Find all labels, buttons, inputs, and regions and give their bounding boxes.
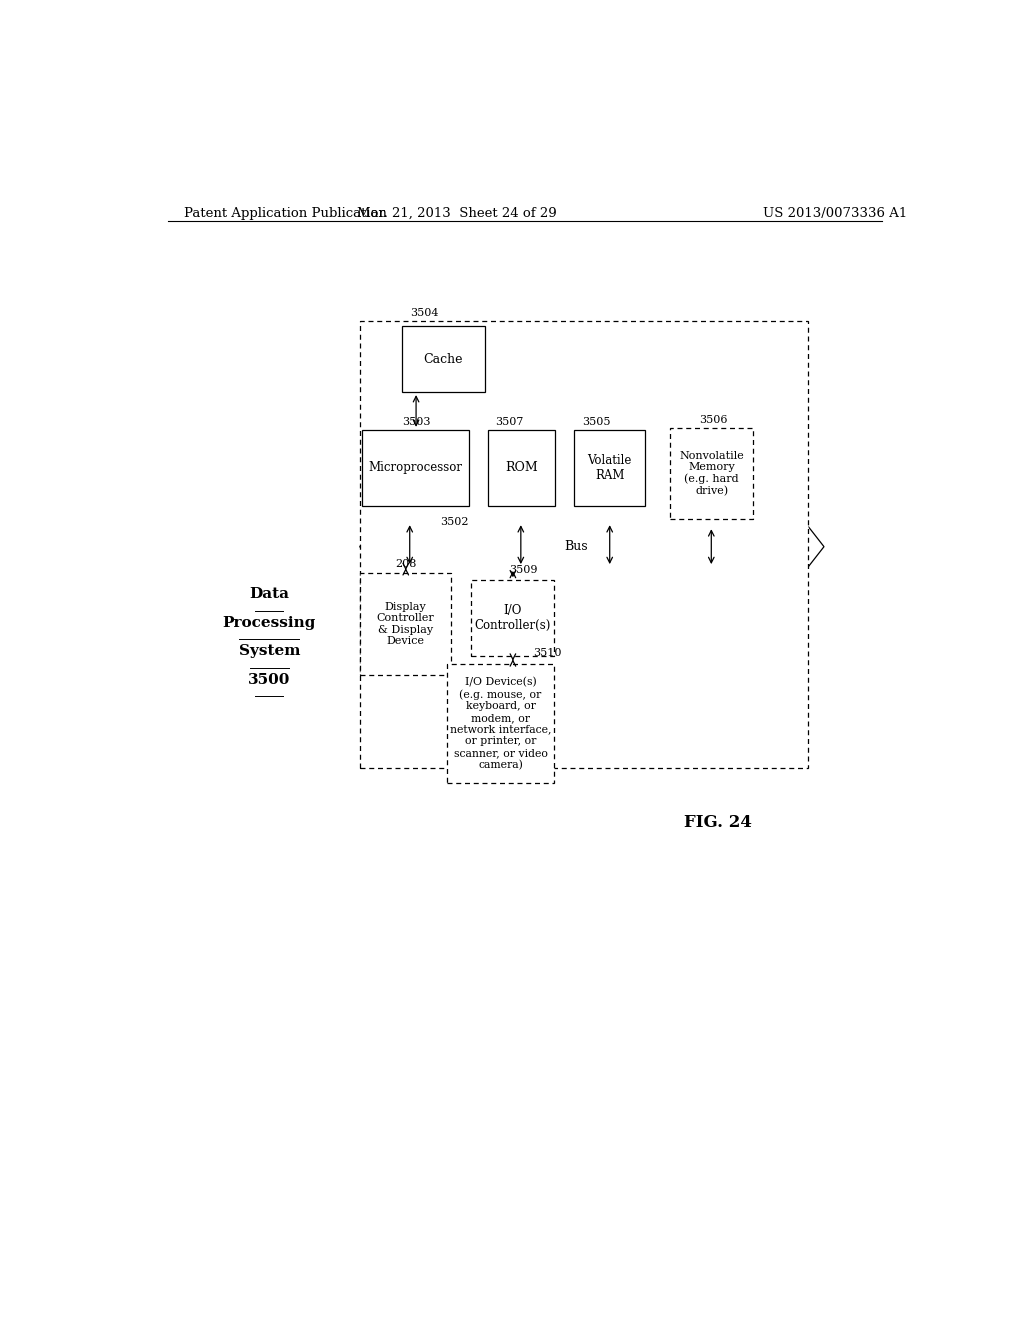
- Text: 3503: 3503: [401, 417, 430, 426]
- FancyBboxPatch shape: [401, 326, 485, 392]
- Text: 3509: 3509: [509, 565, 538, 576]
- FancyBboxPatch shape: [359, 321, 808, 768]
- FancyBboxPatch shape: [471, 581, 554, 656]
- FancyBboxPatch shape: [574, 430, 645, 506]
- Text: 3504: 3504: [410, 308, 438, 318]
- Text: 3510: 3510: [532, 648, 561, 659]
- Text: 3507: 3507: [495, 417, 523, 426]
- Text: Cache: Cache: [424, 352, 463, 366]
- Text: ROM: ROM: [505, 462, 538, 474]
- Text: 208: 208: [395, 560, 417, 569]
- Text: Bus: Bus: [564, 540, 588, 553]
- Text: Volatile
RAM: Volatile RAM: [588, 454, 632, 482]
- FancyBboxPatch shape: [447, 664, 554, 784]
- FancyBboxPatch shape: [362, 430, 469, 506]
- Text: 3500: 3500: [248, 673, 291, 686]
- Text: FIG. 24: FIG. 24: [684, 813, 752, 830]
- Text: 3502: 3502: [440, 517, 468, 528]
- Text: Microprocessor: Microprocessor: [369, 462, 463, 474]
- Text: Data: Data: [249, 587, 289, 602]
- Text: System: System: [239, 644, 300, 659]
- FancyBboxPatch shape: [487, 430, 555, 506]
- Text: 3505: 3505: [582, 417, 610, 426]
- Polygon shape: [359, 524, 824, 569]
- Text: 3506: 3506: [699, 414, 728, 425]
- Text: Nonvolatile
Memory
(e.g. hard
drive): Nonvolatile Memory (e.g. hard drive): [679, 450, 744, 496]
- Text: Mar. 21, 2013  Sheet 24 of 29: Mar. 21, 2013 Sheet 24 of 29: [357, 207, 557, 220]
- Text: US 2013/0073336 A1: US 2013/0073336 A1: [763, 207, 907, 220]
- Text: Processing: Processing: [222, 616, 316, 630]
- FancyBboxPatch shape: [670, 428, 754, 519]
- Text: Display
Controller
& Display
Device: Display Controller & Display Device: [377, 602, 434, 647]
- Text: Patent Application Publication: Patent Application Publication: [183, 207, 386, 220]
- Text: I/O Device(s)
(e.g. mouse, or
keyboard, or
modem, or
network interface,
or print: I/O Device(s) (e.g. mouse, or keyboard, …: [450, 677, 551, 770]
- Text: I/O
Controller(s): I/O Controller(s): [474, 605, 551, 632]
- FancyBboxPatch shape: [359, 573, 451, 675]
